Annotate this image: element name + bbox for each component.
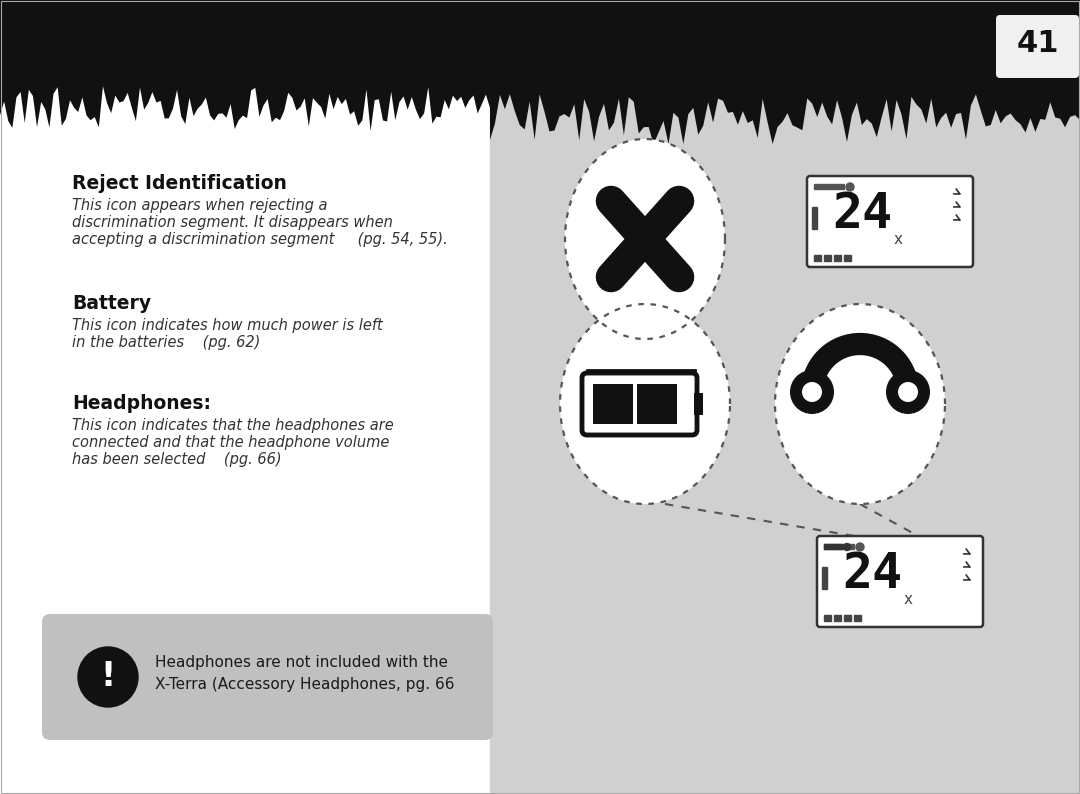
Bar bbox=[824, 544, 842, 549]
Text: This icon indicates how much power is left: This icon indicates how much power is le… bbox=[72, 318, 382, 333]
Bar bbox=[812, 207, 816, 229]
Circle shape bbox=[897, 382, 918, 402]
Text: x: x bbox=[893, 233, 903, 248]
Text: Reject Identification: Reject Identification bbox=[72, 174, 287, 193]
Bar bbox=[814, 184, 843, 189]
Text: has been selected    (pg. 66): has been selected (pg. 66) bbox=[72, 452, 282, 467]
Text: 24: 24 bbox=[832, 190, 892, 238]
Text: accepting a discrimination segment     (pg. 54, 55).: accepting a discrimination segment (pg. … bbox=[72, 232, 448, 247]
Bar bbox=[0, 0, 490, 794]
Bar bbox=[843, 255, 851, 261]
Polygon shape bbox=[0, 0, 490, 131]
Ellipse shape bbox=[775, 304, 945, 504]
Circle shape bbox=[846, 183, 854, 191]
Bar bbox=[637, 384, 677, 424]
Bar bbox=[834, 615, 841, 621]
Bar bbox=[814, 255, 821, 261]
Bar bbox=[824, 544, 854, 549]
Bar bbox=[490, 0, 1080, 794]
Bar bbox=[824, 615, 831, 621]
Ellipse shape bbox=[565, 139, 725, 339]
FancyBboxPatch shape bbox=[582, 373, 697, 435]
Text: Headphones:: Headphones: bbox=[72, 394, 211, 413]
FancyBboxPatch shape bbox=[42, 614, 492, 740]
Text: X-Terra (Accessory Headphones, pg. 66: X-Terra (Accessory Headphones, pg. 66 bbox=[156, 676, 455, 692]
Circle shape bbox=[802, 382, 822, 402]
Bar bbox=[593, 384, 633, 424]
Text: This icon appears when rejecting a: This icon appears when rejecting a bbox=[72, 198, 327, 213]
Text: 24: 24 bbox=[842, 550, 902, 598]
Bar bbox=[834, 255, 841, 261]
Text: connected and that the headphone volume: connected and that the headphone volume bbox=[72, 435, 390, 450]
Circle shape bbox=[843, 544, 851, 550]
Bar bbox=[843, 615, 851, 621]
Ellipse shape bbox=[561, 304, 730, 504]
Bar bbox=[822, 567, 827, 589]
Bar bbox=[824, 255, 831, 261]
Bar bbox=[694, 393, 703, 415]
Circle shape bbox=[78, 647, 138, 707]
Circle shape bbox=[789, 370, 834, 414]
FancyBboxPatch shape bbox=[807, 176, 973, 267]
Text: x: x bbox=[904, 592, 913, 607]
Text: 41: 41 bbox=[1016, 29, 1059, 59]
FancyBboxPatch shape bbox=[996, 15, 1079, 78]
Text: Battery: Battery bbox=[72, 294, 151, 313]
Text: This icon indicates that the headphones are: This icon indicates that the headphones … bbox=[72, 418, 394, 433]
Text: Headphones are not included with the: Headphones are not included with the bbox=[156, 654, 448, 669]
Bar bbox=[0, 0, 1080, 74]
Text: in the batteries    (pg. 62): in the batteries (pg. 62) bbox=[72, 335, 260, 350]
Circle shape bbox=[886, 370, 930, 414]
Circle shape bbox=[856, 543, 864, 551]
Text: discrimination segment. It disappears when: discrimination segment. It disappears wh… bbox=[72, 215, 393, 230]
Text: !: ! bbox=[100, 661, 116, 693]
Polygon shape bbox=[490, 0, 1080, 144]
FancyBboxPatch shape bbox=[816, 536, 983, 627]
Bar bbox=[854, 615, 861, 621]
